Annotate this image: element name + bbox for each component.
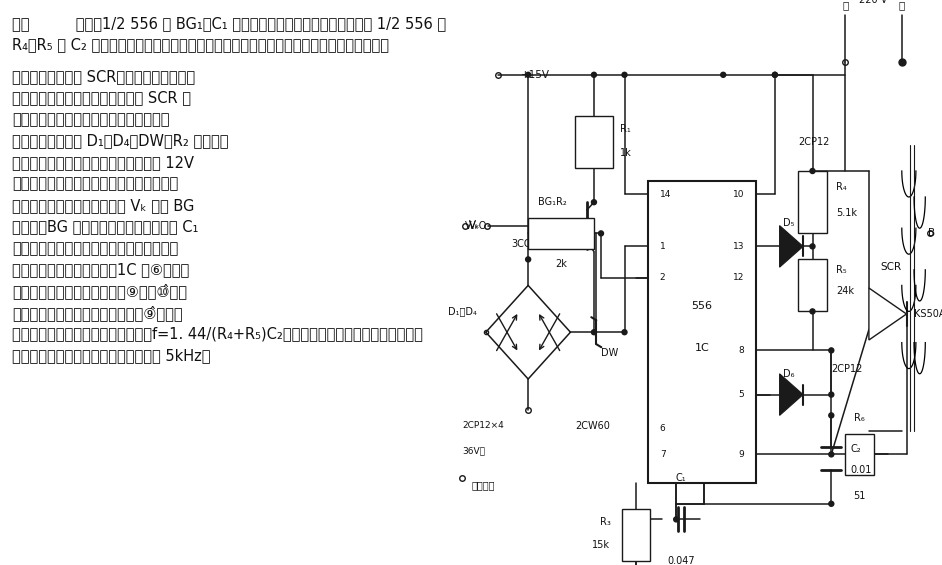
Text: 220 V: 220 V xyxy=(859,0,887,5)
Text: R₁: R₁ xyxy=(620,124,630,134)
Circle shape xyxy=(829,392,834,397)
Text: 36V～: 36V～ xyxy=(463,446,485,455)
Text: 压。为了同步，由 D₁～D₄、DW、R₂ 组成同步: 压。为了同步，由 D₁～D₄、DW、R₂ 组成同步 xyxy=(12,133,229,149)
Text: 相: 相 xyxy=(899,0,905,10)
Text: 1k: 1k xyxy=(620,148,631,158)
Text: 同步电压: 同步电压 xyxy=(472,481,495,490)
Text: KS50A: KS50A xyxy=(914,309,942,319)
Text: R₃: R₃ xyxy=(599,517,610,527)
Text: 列脉冲输出。振荡器的脉冲频率为：f=1. 44/(R₄+R₅)C₂，改变其时间常数，可改变系列脉冲: 列脉冲输出。振荡器的脉冲频率为：f=1. 44/(R₄+R₅)C₂，改变其时间常… xyxy=(12,327,423,342)
Text: 的频率。图中所示参数的振荡频率约为 5kHz。: 的频率。图中所示参数的振荡频率约为 5kHz。 xyxy=(12,348,211,363)
Text: +15V: +15V xyxy=(521,70,550,80)
Circle shape xyxy=(721,72,725,77)
Text: R₆: R₆ xyxy=(854,413,865,423)
Circle shape xyxy=(526,257,530,262)
Text: 的二次回路等是感性负载，也能使 SCR 在: 的二次回路等是感性负载，也能使 SCR 在 xyxy=(12,90,191,106)
Text: R₅: R₅ xyxy=(836,265,847,275)
Text: C₁: C₁ xyxy=(675,473,686,483)
Text: 12: 12 xyxy=(733,273,744,282)
Polygon shape xyxy=(780,225,804,267)
Circle shape xyxy=(598,231,604,236)
Text: 2CP12: 2CP12 xyxy=(799,137,830,147)
Text: 2CW60: 2CW60 xyxy=(576,420,610,431)
Bar xyxy=(528,218,594,249)
Text: 5.1k: 5.1k xyxy=(836,207,857,218)
Text: 10: 10 xyxy=(733,190,744,199)
Polygon shape xyxy=(780,374,804,415)
Text: 2: 2 xyxy=(659,273,665,282)
Text: 0.047: 0.047 xyxy=(667,556,694,565)
Circle shape xyxy=(526,72,530,77)
Text: 中: 中 xyxy=(842,0,849,10)
Text: 15k: 15k xyxy=(593,540,610,550)
Text: 路进入暂稳态。移相控制信号 Vₖ 加至 BG: 路进入暂稳态。移相控制信号 Vₖ 加至 BG xyxy=(12,198,195,213)
Bar xyxy=(799,259,826,311)
Text: 24k: 24k xyxy=(836,285,854,295)
Text: BG₁: BG₁ xyxy=(538,197,556,207)
Bar xyxy=(576,116,612,168)
Text: 控制振荡器的起振和停振，使得在⑨̂脚有系: 控制振荡器的起振和停振，使得在⑨̂脚有系 xyxy=(12,305,183,321)
Circle shape xyxy=(622,72,627,77)
Text: 0.01: 0.01 xyxy=(850,465,871,475)
Bar xyxy=(622,509,650,561)
Circle shape xyxy=(829,501,834,506)
Text: 的基极。BG 可按照信号幅度的高低改变 C₁: 的基极。BG 可按照信号幅度的高低改变 C₁ xyxy=(12,219,199,234)
Circle shape xyxy=(829,452,834,457)
Text: 检测电路，将交流同步电压变为幅度是 12V: 检测电路，将交流同步电压变为幅度是 12V xyxy=(12,155,194,170)
Text: 14: 14 xyxy=(659,190,671,199)
Text: VₖO: VₖO xyxy=(469,220,488,231)
Circle shape xyxy=(592,199,596,205)
Circle shape xyxy=(810,244,815,249)
Text: 1C: 1C xyxy=(694,343,709,353)
Circle shape xyxy=(592,72,596,77)
Text: 而达到自动调整移相角度。1C 的⑥脚输出: 而达到自动调整移相角度。1C 的⑥脚输出 xyxy=(12,262,189,277)
Text: Vₖ: Vₖ xyxy=(469,220,481,231)
Text: 8: 8 xyxy=(739,346,744,355)
Circle shape xyxy=(674,517,678,522)
Circle shape xyxy=(829,413,834,418)
Text: D₆: D₆ xyxy=(783,369,795,379)
Text: 系列脉冲输出触发 SCR。即使负载为变压器: 系列脉冲输出触发 SCR。即使负载为变压器 xyxy=(12,69,195,84)
Text: 1: 1 xyxy=(659,242,665,251)
Text: R₄、R₅ 及 C₂ 等组成一个可控多谐振荡器。利用单稳的延时特性进行移相；利用振荡器产生: R₄、R₅ 及 C₂ 等组成一个可控多谐振荡器。利用单稳的延时特性进行移相；利用… xyxy=(12,37,389,52)
Text: D₅: D₅ xyxy=(784,218,795,228)
Text: R₂: R₂ xyxy=(556,197,566,207)
Circle shape xyxy=(592,330,596,334)
Bar xyxy=(799,171,826,233)
Bar xyxy=(845,433,873,475)
Text: 3CG100B: 3CG100B xyxy=(512,239,558,249)
Circle shape xyxy=(810,309,815,314)
Text: B: B xyxy=(928,228,934,238)
Text: 2CP12: 2CP12 xyxy=(831,364,863,374)
Text: 6: 6 xyxy=(659,424,665,433)
Circle shape xyxy=(622,330,627,334)
Circle shape xyxy=(772,72,777,77)
Text: 2CP12×4: 2CP12×4 xyxy=(463,420,504,429)
Text: 5: 5 xyxy=(739,390,744,399)
Text: 13: 13 xyxy=(733,242,744,251)
Circle shape xyxy=(829,348,834,353)
Text: DW: DW xyxy=(601,348,618,358)
Text: SCR: SCR xyxy=(881,262,901,272)
Circle shape xyxy=(810,168,815,173)
Text: 7: 7 xyxy=(659,450,665,459)
Text: 的梯形电压。在梯形电压过零时，使单稳电: 的梯形电压。在梯形电压过零时，使单稳电 xyxy=(12,176,178,192)
Text: 各种导通角下输出波形十分对称的交流电: 各种导通角下输出波形十分对称的交流电 xyxy=(12,112,170,127)
Text: 的充电速率；改变达到阀値电压的时间，从: 的充电速率；改变达到阀値电压的时间，从 xyxy=(12,241,178,256)
Text: C₂: C₂ xyxy=(850,444,861,454)
Text: 556: 556 xyxy=(691,301,712,311)
Text: Vₖ: Vₖ xyxy=(464,220,476,231)
Text: 51: 51 xyxy=(853,491,866,501)
Text: 的暂稳脉冲加至多谐振荡器的⑨脚和⑩̂脚，: 的暂稳脉冲加至多谐振荡器的⑨脚和⑩̂脚， xyxy=(12,284,187,299)
Text: 如图          所示，1/2 556 和 BG₁、C₁ 等组成一个变形的单稳触发器。另外 1/2 556 和: 如图 所示，1/2 556 和 BG₁、C₁ 等组成一个变形的单稳触发器。另外 … xyxy=(12,16,447,31)
Circle shape xyxy=(772,72,777,77)
Text: R₄: R₄ xyxy=(836,181,847,192)
Text: D₁～D₄: D₁～D₄ xyxy=(448,306,478,316)
Bar xyxy=(648,181,756,483)
Text: 2k: 2k xyxy=(555,259,567,270)
Polygon shape xyxy=(869,288,906,340)
Text: 9: 9 xyxy=(739,450,744,459)
